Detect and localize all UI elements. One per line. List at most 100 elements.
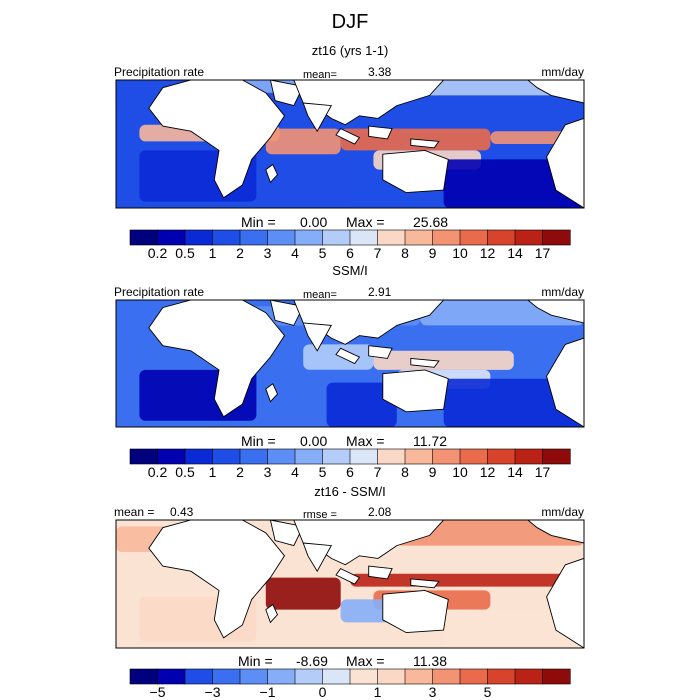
mean-label: mean= — [303, 69, 337, 81]
colorbar-level-label: 4 — [291, 464, 299, 480]
colorbar-swatch-11 — [432, 668, 461, 685]
max-value: 25.68 — [413, 214, 448, 230]
colorbar-level-label: 0 — [319, 684, 327, 700]
colorbar-swatch-3 — [212, 448, 241, 465]
landmass-samerica — [546, 117, 584, 208]
landmass-sumatra — [335, 128, 361, 145]
colorbar-level-label: 4 — [291, 245, 299, 261]
landmass-australia — [382, 149, 449, 194]
colorbar-level-label: 3 — [264, 245, 272, 261]
panel-difference: zt16 - SSM/I mean = 0.43 rmse = 2.08 mm/… — [114, 484, 585, 700]
min-value: -8.69 — [296, 653, 328, 669]
colorbar-level-label: −1 — [260, 684, 276, 700]
field-region-7 — [326, 382, 397, 427]
mean-value: 3.38 — [368, 65, 392, 79]
colorbar-level-label: 0.2 — [148, 464, 168, 480]
colorbar-swatch-1 — [157, 229, 186, 246]
colorbar-swatch-7 — [322, 448, 351, 465]
colorbar-swatch-14 — [514, 229, 544, 246]
land-mask — [148, 300, 584, 427]
colorbar-level-label: 10 — [452, 464, 468, 480]
map-frame — [115, 519, 585, 649]
landmass-africa — [148, 300, 286, 418]
rmse-value: 2.08 — [368, 505, 392, 519]
variable-label: Precipitation rate — [114, 285, 204, 299]
colorbar-level-label: 2 — [236, 245, 244, 261]
colorbar-swatch-13 — [487, 448, 516, 465]
colorbar-swatch-2 — [184, 448, 214, 465]
colorbar-level-label: 1 — [374, 684, 382, 700]
colorbar-level-label: 3 — [429, 684, 437, 700]
colorbar-level-label: 6 — [346, 464, 354, 480]
landmass-samerica — [546, 557, 584, 648]
colorbar-level-label: 17 — [535, 245, 551, 261]
colorbar-swatch-15 — [542, 229, 571, 246]
landmass-india — [302, 542, 333, 573]
colorbar-level-label: 2 — [236, 464, 244, 480]
landmass-australia — [382, 369, 449, 413]
colorbar-swatch-6 — [294, 448, 324, 465]
max-label: Max = — [346, 214, 385, 230]
colorbar-swatch-0 — [129, 668, 159, 685]
colorbar-swatch-1 — [157, 448, 186, 465]
landmass-newguinea — [410, 578, 440, 589]
colorbar-swatch-14 — [514, 668, 544, 685]
landmass-india — [302, 102, 333, 133]
landmass-sumatra — [335, 347, 361, 365]
min-label: Min = — [238, 653, 273, 669]
panel-model: zt16 (yrs 1-1) Precipitation rate mean= … — [114, 43, 585, 261]
field-region-4 — [373, 350, 514, 370]
units-label: mm/day — [541, 285, 584, 299]
colorbar-swatch-14 — [514, 448, 544, 465]
colorbar-level-label: 10 — [452, 245, 468, 261]
mean-value: 2.91 — [368, 285, 392, 299]
colorbar-swatch-15 — [542, 448, 571, 465]
colorbar-level-label: 8 — [401, 464, 409, 480]
colorbar-level-label: 1 — [209, 245, 217, 261]
colorbar-swatch-12 — [459, 229, 489, 246]
colorbar-swatch-13 — [487, 668, 516, 685]
landmass-arabia — [269, 80, 304, 107]
colorbar-level-label: −5 — [150, 684, 166, 700]
field-region-7 — [443, 609, 584, 648]
colorbar-level-label: 0.2 — [148, 245, 168, 261]
colorbar-swatch-3 — [212, 668, 241, 685]
min-value: 0.00 — [300, 433, 327, 449]
colorbar-swatch-15 — [542, 668, 571, 685]
figure-title: DJF — [332, 11, 369, 33]
field-region-2 — [265, 577, 341, 610]
field-region-8 — [443, 378, 584, 427]
colorbar: 0.2 0.5 1 2 3 4 5 6 7 8 9 10 12 14 17 — [129, 229, 571, 261]
max-value: 11.38 — [413, 653, 447, 669]
map-frame — [115, 79, 585, 209]
panel-title: zt16 (yrs 1-1) — [312, 43, 389, 58]
max-label: Max = — [346, 653, 385, 669]
landmass-newguinea — [410, 138, 440, 149]
landmass-australia — [382, 589, 449, 634]
field-region-3 — [350, 573, 584, 587]
landmass-newguinea — [410, 357, 440, 368]
landmass-namerica — [527, 520, 584, 544]
max-label: Max = — [346, 433, 385, 449]
min-label: Min = — [241, 214, 276, 230]
colorbar-level-label: 3 — [264, 464, 272, 480]
colorbar-swatch-9 — [377, 668, 406, 685]
variable-label: Precipitation rate — [114, 65, 204, 79]
land-mask — [148, 80, 584, 208]
colorbar: 0.2 0.5 1 2 3 4 5 6 7 8 9 10 12 14 17 — [129, 448, 571, 480]
rmse-label: rmse = — [303, 509, 337, 521]
landmass-arabia — [269, 300, 304, 326]
min-value: 0.00 — [300, 214, 327, 230]
colorbar-swatch-1 — [157, 668, 186, 685]
panel-observed: SSM/I Precipitation rate mean= 2.91 mm/d… — [114, 263, 585, 480]
colorbar-swatch-12 — [459, 668, 489, 685]
colorbar-swatch-8 — [349, 668, 379, 685]
colorbar-swatch-4 — [239, 668, 269, 685]
landmass-samerica — [546, 337, 584, 427]
landmass-arabia — [269, 520, 304, 547]
colorbar-level-label: 5 — [319, 464, 327, 480]
colorbar-swatch-2 — [184, 229, 214, 246]
colorbar: −5 −3 −1 0 1 3 5 — [129, 668, 571, 700]
colorbar-swatch-12 — [459, 448, 489, 465]
